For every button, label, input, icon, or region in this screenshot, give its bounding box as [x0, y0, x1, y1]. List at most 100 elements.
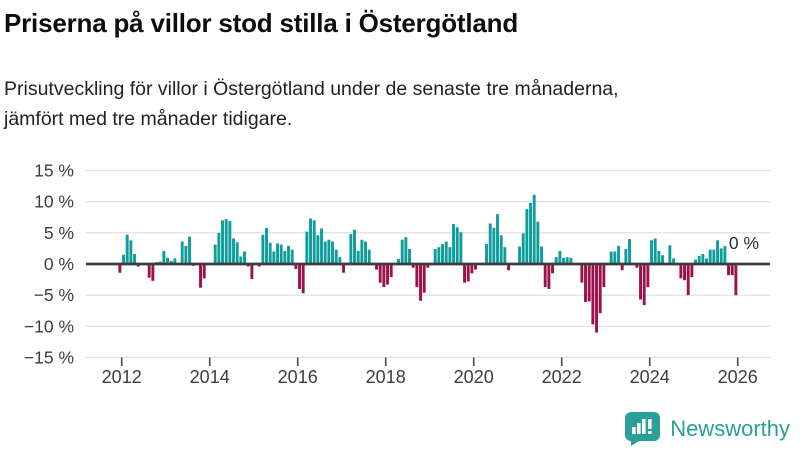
newsworthy-speech-bubble-chart-icon	[624, 411, 661, 446]
bar	[309, 218, 312, 264]
bar	[455, 227, 459, 264]
bar	[529, 202, 532, 264]
bar	[639, 264, 642, 300]
x-axis-label: 2016	[278, 367, 318, 387]
bar	[272, 251, 276, 264]
bar	[646, 264, 650, 288]
bar	[166, 257, 169, 264]
bar	[730, 264, 734, 276]
bar	[488, 223, 492, 264]
x-axis-label: 2020	[454, 367, 494, 387]
bar	[437, 247, 441, 264]
bar	[565, 257, 569, 264]
bar	[708, 249, 712, 264]
bar	[532, 194, 536, 264]
bar	[367, 249, 371, 264]
bar	[580, 264, 584, 283]
bar	[463, 264, 466, 283]
bar	[268, 242, 272, 264]
bar	[650, 240, 653, 264]
bar	[499, 235, 503, 264]
bar	[301, 264, 305, 294]
bar	[705, 258, 708, 264]
chart-subtitle: Prisutveckling för villor i Östergötland…	[4, 74, 784, 134]
bar	[679, 264, 683, 279]
y-axis-label: −10 %	[24, 316, 74, 336]
bar	[228, 220, 232, 264]
bar	[595, 264, 598, 333]
bar	[353, 229, 356, 264]
bar	[587, 264, 591, 302]
y-axis-label: −5 %	[34, 285, 74, 305]
bar	[628, 239, 631, 264]
bar	[518, 246, 521, 264]
bar	[694, 259, 697, 264]
bar	[540, 246, 543, 264]
bar	[217, 232, 221, 264]
bar	[419, 264, 422, 301]
bar	[400, 239, 404, 264]
bar	[294, 264, 298, 269]
bar	[723, 245, 727, 264]
bar	[221, 220, 224, 264]
bar	[444, 241, 448, 264]
y-axis-label: 15 %	[34, 161, 74, 181]
newsworthy-logo-text: Newsworthy	[670, 415, 790, 441]
bar	[426, 264, 430, 268]
bar	[668, 245, 672, 264]
bar	[125, 234, 129, 264]
bar	[536, 221, 540, 264]
bar	[287, 245, 290, 264]
bar	[382, 264, 386, 288]
bar	[470, 264, 474, 274]
x-axis-label: 2024	[630, 367, 670, 387]
x-axis-label: 2026	[718, 367, 758, 387]
bar	[404, 237, 408, 264]
newsworthy-logo: Newsworthy	[624, 411, 790, 446]
bar	[602, 264, 606, 288]
bar	[496, 214, 499, 264]
bar	[485, 244, 488, 264]
bar	[624, 249, 628, 264]
bar	[386, 264, 389, 285]
bar	[690, 264, 694, 278]
bar	[147, 264, 151, 278]
bar	[719, 248, 723, 264]
bar	[584, 264, 587, 303]
bar	[364, 241, 367, 264]
bar	[261, 234, 265, 264]
bar	[199, 264, 202, 288]
bar	[452, 224, 455, 264]
bar	[635, 264, 639, 268]
bar	[551, 264, 554, 274]
bar	[224, 219, 228, 264]
bar	[276, 243, 279, 264]
y-axis-label: −15 %	[24, 347, 74, 367]
bar	[243, 251, 246, 264]
bar	[657, 250, 661, 264]
bar	[503, 247, 507, 264]
bar	[279, 244, 283, 264]
bar	[323, 241, 327, 264]
latest-value-annotation: 0 %	[729, 233, 759, 253]
bar	[433, 249, 437, 264]
page-title: Priserna på villor stod stilla i Östergö…	[4, 8, 519, 38]
bar	[202, 264, 206, 279]
bar	[543, 264, 547, 288]
bar	[642, 264, 646, 306]
bar	[617, 245, 620, 264]
bar	[474, 264, 477, 270]
bar	[327, 239, 331, 264]
bar	[162, 250, 166, 264]
bar	[129, 240, 133, 264]
bar	[320, 228, 323, 264]
bar	[554, 257, 558, 264]
x-axis-label: 2012	[102, 367, 142, 387]
bar	[397, 259, 400, 264]
bar	[672, 258, 675, 264]
bar	[169, 260, 173, 264]
bar	[290, 249, 294, 264]
bar	[422, 264, 426, 293]
